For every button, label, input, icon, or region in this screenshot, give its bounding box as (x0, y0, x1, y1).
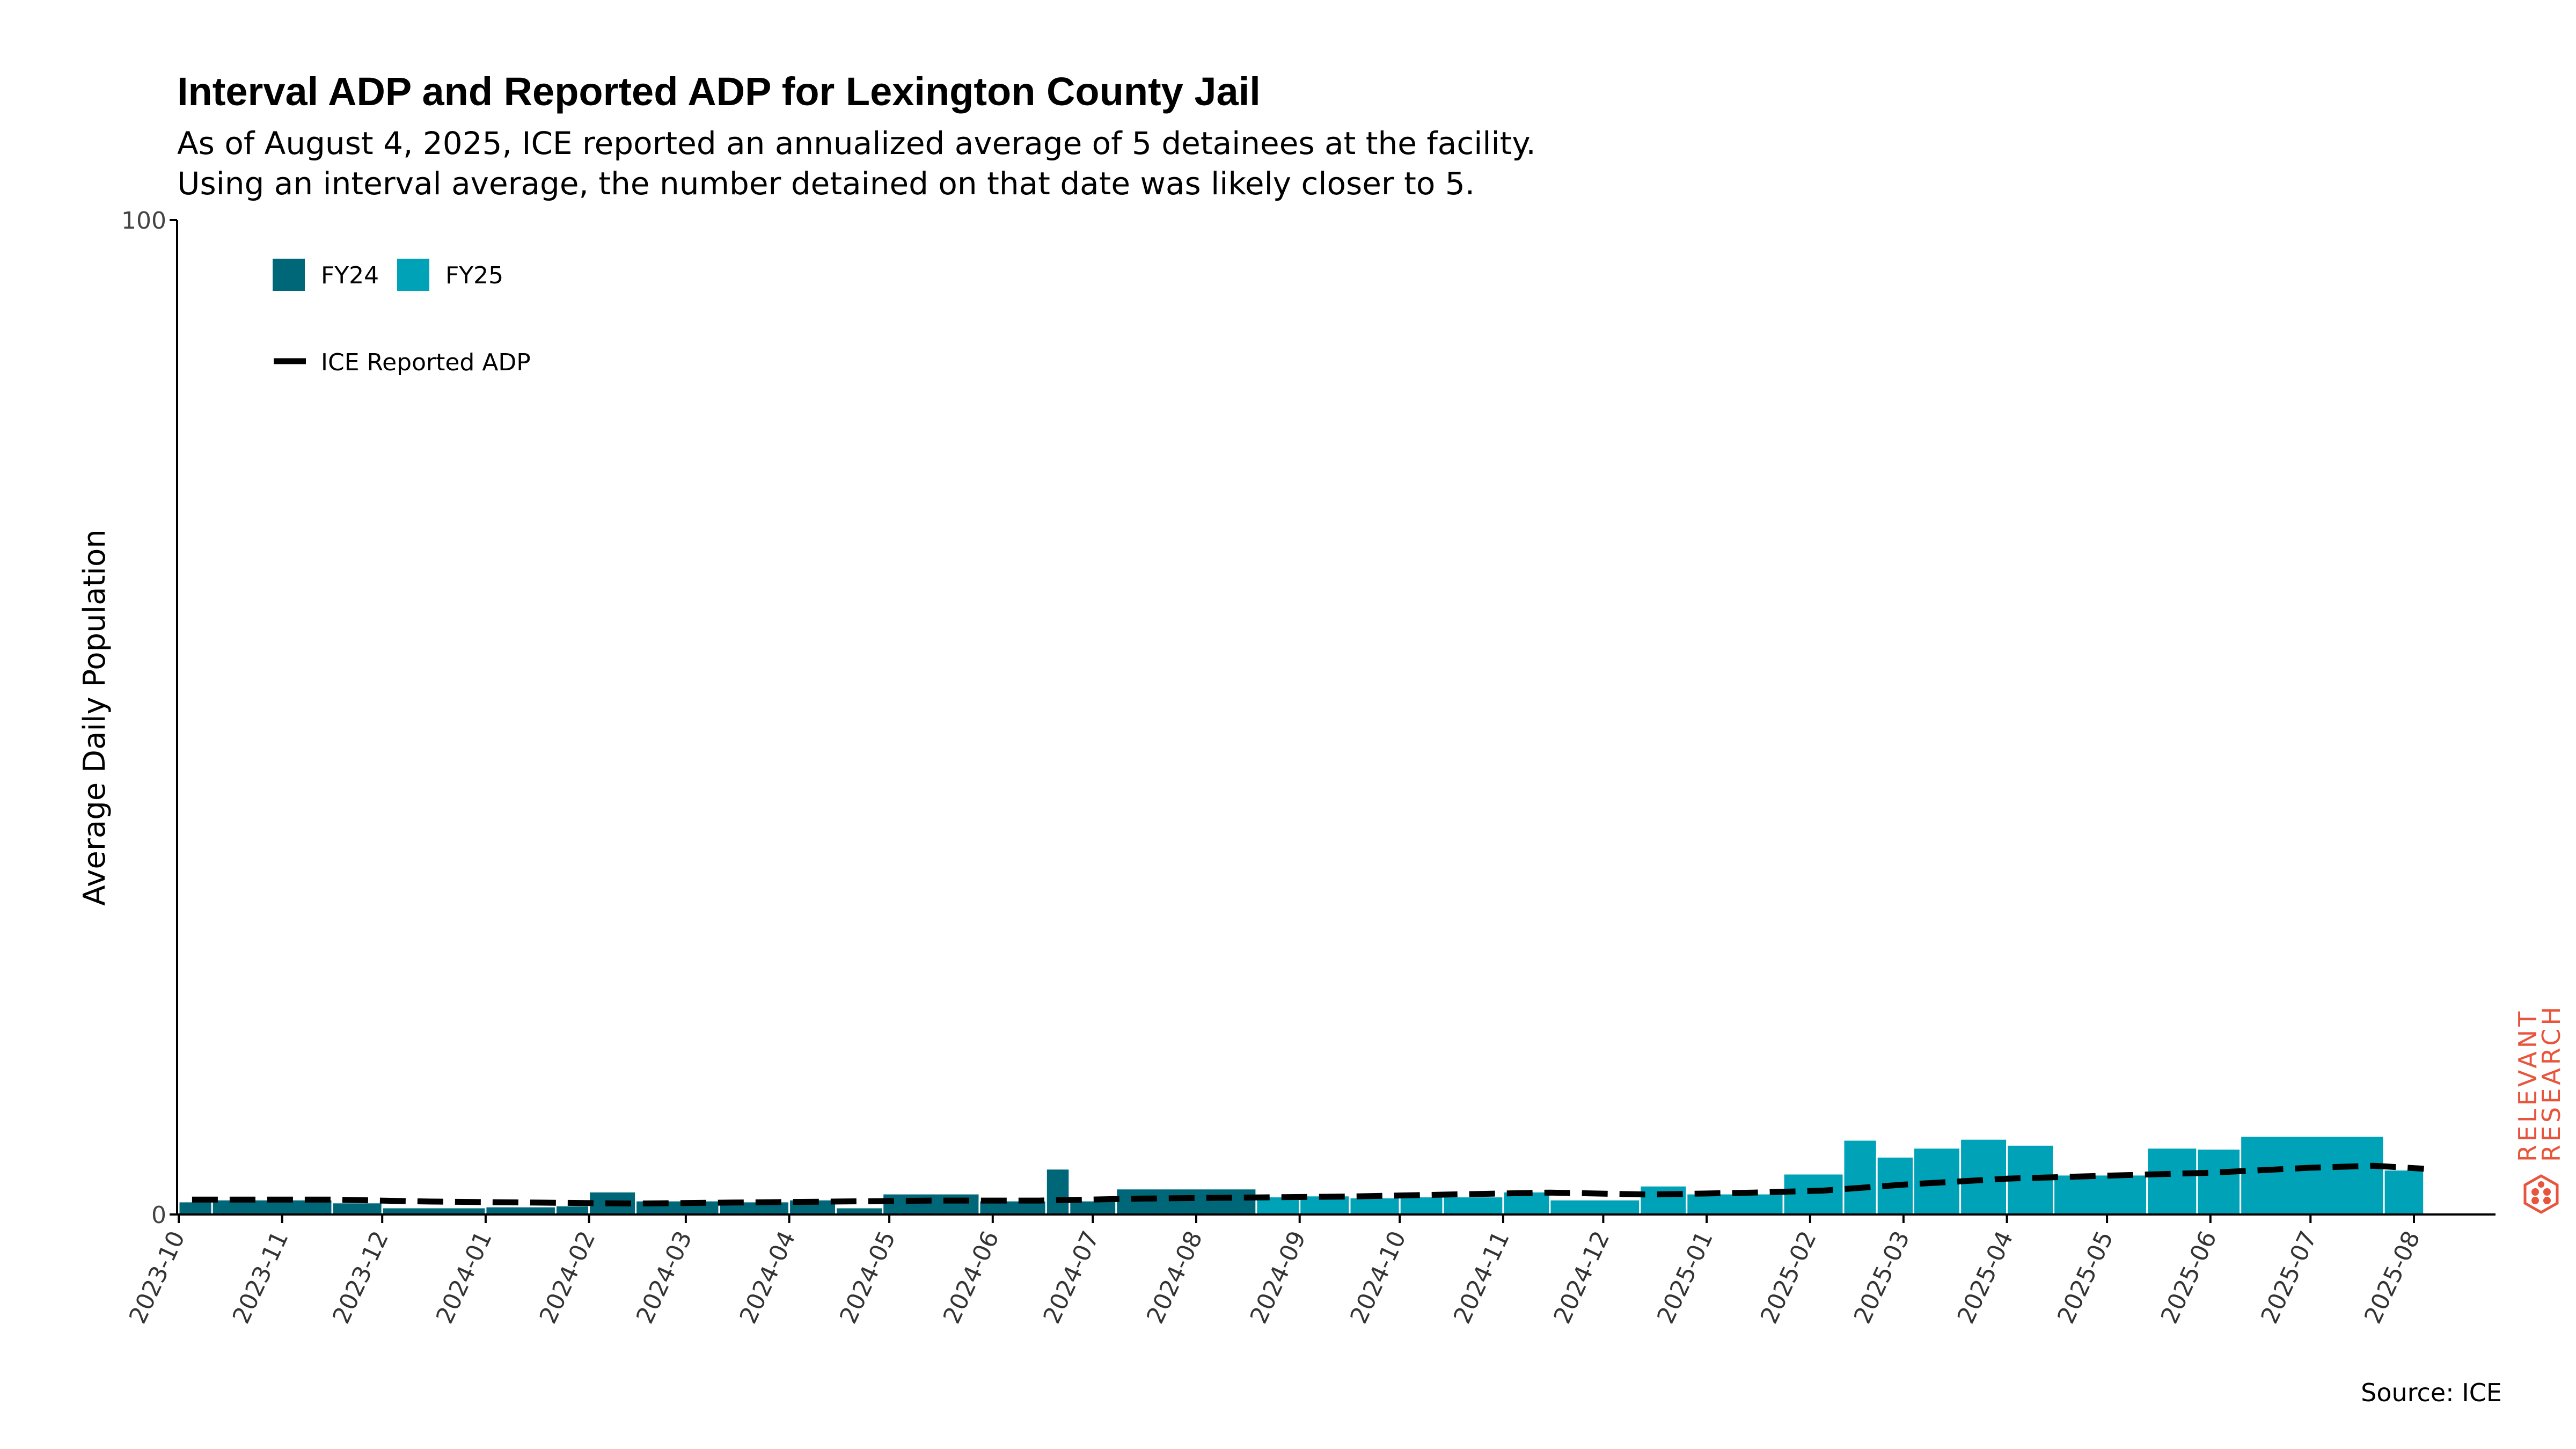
bar-fy24-11 (882, 1192, 980, 1216)
legend-label-fy24: FY24 (321, 262, 379, 289)
bar-fy25-17 (2196, 1148, 2242, 1216)
x-tick-label-2024-06: 2024-06 (938, 1227, 1005, 1328)
x-tick-label-2023-11: 2023-11 (228, 1227, 294, 1328)
x-tick-label-2023-10: 2023-10 (124, 1227, 191, 1328)
chart-subtitle-line-1: As of August 4, 2025, ICE reported an an… (177, 125, 1536, 162)
legend-label-fy25: FY25 (445, 262, 503, 289)
chart-title: Interval ADP and Reported ADP for Lexing… (177, 69, 1261, 114)
x-tick-label-2025-08: 2025-08 (2359, 1227, 2426, 1328)
x-tick-label-2025-06: 2025-06 (2156, 1227, 2222, 1328)
legend-label-ice-reported-adp: ICE Reported ADP (321, 349, 531, 376)
y-tick-label-0: 0 (151, 1202, 166, 1229)
x-tick-label-2024-05: 2024-05 (835, 1227, 901, 1328)
bar-fy25-7 (1639, 1184, 1688, 1216)
bar-fy25-8 (1686, 1192, 1784, 1216)
x-tick-label-2025-03: 2025-03 (1849, 1227, 1915, 1328)
bar-fy25-18 (2240, 1135, 2385, 1216)
x-tick-label-2024-11: 2024-11 (1448, 1227, 1515, 1328)
bar-fy25-4 (1442, 1196, 1504, 1216)
x-tick-label-2024-12: 2024-12 (1548, 1227, 1615, 1328)
x-tick-label-2024-02: 2024-02 (535, 1227, 601, 1328)
source-note: Source: ICE (2361, 1378, 2502, 1407)
x-tick-label-2024-04: 2024-04 (735, 1227, 801, 1328)
x-tick-label-2025-01: 2025-01 (1652, 1227, 1718, 1328)
x-tick-label-2025-04: 2025-04 (1952, 1227, 2019, 1328)
bar-fy25-19 (2383, 1169, 2425, 1216)
bar-fy25-15 (2053, 1174, 2148, 1216)
bar-fy25-9 (1782, 1173, 1845, 1216)
x-tick-label-2024-08: 2024-08 (1141, 1227, 1208, 1328)
logo-word-relevant: RELEVANT (2513, 1008, 2542, 1162)
x-tick-label-2025-05: 2025-05 (2052, 1227, 2119, 1328)
x-tick-label-2024-10: 2024-10 (1345, 1227, 1411, 1328)
ice-reported-adp-line (192, 1162, 2424, 1207)
x-tick-label-2024-01: 2024-01 (431, 1227, 497, 1328)
bar-fy25-3 (1399, 1196, 1444, 1216)
chart-subtitle-line-2: Using an interval average, the number de… (177, 165, 1475, 202)
bar-fy25-2 (1349, 1197, 1401, 1216)
bar-fy24-2 (331, 1202, 383, 1216)
y-tick-label-100: 100 (121, 207, 166, 235)
x-tick-label-2024-07: 2024-07 (1038, 1227, 1104, 1328)
bar-fy24-0 (178, 1201, 213, 1216)
x-tick-label-2024-09: 2024-09 (1245, 1227, 1312, 1328)
reported-adp-line-layer (192, 1162, 2424, 1207)
bar-fy25-10 (1842, 1139, 1878, 1216)
bar-fy25-16 (2146, 1147, 2198, 1216)
bar-fy24-4 (485, 1205, 557, 1216)
legend: FY24 FY25 ICE Reported ADP (273, 259, 531, 376)
x-tick-label-2025-02: 2025-02 (1755, 1227, 1822, 1328)
bar-fy24-5 (555, 1204, 590, 1216)
legend-swatch-fy24 (273, 259, 305, 291)
legend-swatch-fy25 (397, 259, 429, 291)
x-tick-label-2025-07: 2025-07 (2256, 1227, 2322, 1328)
logo-word-research: RESEARCH (2537, 1004, 2566, 1162)
bar-fy24-13 (1045, 1168, 1071, 1216)
bar-fy24-14 (1069, 1199, 1117, 1216)
bars-layer (178, 1135, 2425, 1216)
y-axis-label: Average Daily Population (77, 529, 112, 905)
x-tick-label-2024-03: 2024-03 (631, 1227, 698, 1328)
hexagon-logo-icon (2523, 1174, 2559, 1214)
bar-fy25-6 (1549, 1198, 1641, 1216)
x-tick-label-2023-12: 2023-12 (327, 1227, 394, 1328)
